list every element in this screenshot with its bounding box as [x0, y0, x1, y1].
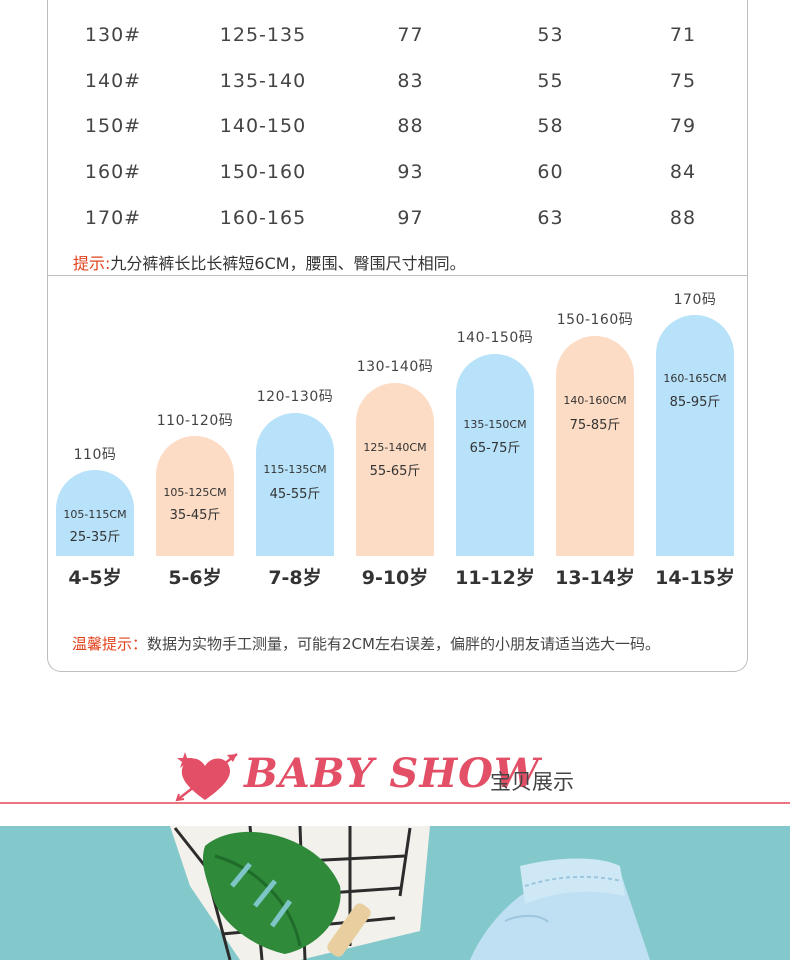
age-size-chart: 110码 105-115CM 25-35斤 4-5岁 110-120码 105-…	[47, 276, 748, 672]
table-cell-value: 97	[397, 207, 424, 229]
table-cell-value: 79	[669, 115, 697, 137]
table-cell-value: 88	[669, 207, 697, 229]
table-row: 170# 160-165 97 63 88	[48, 195, 747, 241]
height-range: 105-115CM	[63, 508, 127, 521]
size-pill: 125-140CM 55-65斤	[356, 383, 434, 556]
size-pill: 105-115CM 25-35斤	[56, 470, 134, 556]
size-pill: 135-150CM 65-75斤	[456, 354, 534, 556]
age-label: 13-14岁	[555, 567, 635, 589]
table-row: 150# 140-150 88 58 79	[48, 103, 747, 149]
table-cell-value: 88	[397, 115, 424, 137]
age-label: 7-8岁	[268, 567, 322, 589]
table-cell-value: 84	[669, 161, 697, 183]
table-cell-value: 77	[397, 24, 424, 46]
table-row: 160# 150-160 93 60 84	[48, 149, 747, 195]
height-range: 115-135CM	[263, 463, 327, 476]
table-cell-value: 60	[537, 161, 564, 183]
weight-range: 65-75斤	[469, 441, 521, 456]
product-photo-scene	[0, 826, 790, 960]
table-row: 130# 125-135 77 53 71	[48, 12, 747, 58]
warm-tip-text: 数据为实物手工测量，可能有2CM左右误差，偏胖的小朋友请适当选大一码。	[147, 635, 660, 653]
table-cell-height: 150-160	[219, 161, 307, 183]
table-cell-value: 53	[537, 24, 564, 46]
table-cell-size: 170#	[84, 207, 142, 229]
age-label: 5-6岁	[168, 567, 222, 589]
warm-tip-label: 温馨提示：	[72, 635, 148, 653]
table-cell-size: 130#	[84, 24, 142, 46]
baby-show-subtitle: 宝贝展示	[490, 770, 574, 794]
table-cell-value: 63	[537, 207, 564, 229]
weight-range: 85-95斤	[669, 395, 721, 410]
tip-label: 提示:	[73, 254, 111, 273]
size-label: 120-130码	[256, 389, 334, 405]
weight-range: 25-35斤	[69, 530, 121, 545]
table-cell-value: 58	[537, 115, 564, 137]
product-photo	[0, 826, 790, 960]
table-cell-size: 160#	[84, 161, 142, 183]
table-cell-value: 71	[669, 24, 697, 46]
weight-range: 75-85斤	[569, 418, 621, 433]
height-range: 160-165CM	[663, 372, 727, 385]
age-label: 9-10岁	[361, 567, 429, 589]
size-label: 130-140码	[356, 359, 434, 375]
size-label: 110码	[73, 447, 117, 463]
height-range: 140-160CM	[563, 394, 627, 407]
baby-show-header: BABY SHOW 宝贝展示	[0, 740, 790, 810]
table-cell-value: 93	[397, 161, 424, 183]
table-cell-height: 135-140	[219, 70, 307, 92]
size-label: 110-120码	[156, 413, 234, 429]
size-pill: 115-135CM 45-55斤	[256, 413, 334, 556]
table-row: 140# 135-140 83 55 75	[48, 58, 747, 104]
table-cell-size: 150#	[84, 115, 142, 137]
size-label: 150-160码	[556, 312, 634, 328]
tip-text: 九分裤裤长比长裤短6CM，腰围、臀围尺寸相同。	[110, 254, 466, 273]
height-range: 105-125CM	[163, 486, 227, 499]
weight-range: 55-65斤	[369, 464, 421, 479]
table-cell-height: 140-150	[219, 115, 307, 137]
warm-tip: 温馨提示：数据为实物手工测量，可能有2CM左右误差，偏胖的小朋友请适当选大一码。	[72, 633, 660, 654]
table-cell-value: 55	[537, 70, 564, 92]
size-pill: 140-160CM 75-85斤	[556, 336, 634, 556]
weight-range: 45-55斤	[269, 487, 321, 502]
heart-arrow-icon	[175, 752, 238, 802]
height-range: 135-150CM	[463, 418, 527, 431]
age-label: 11-12岁	[455, 567, 535, 589]
age-label: 14-15岁	[655, 567, 735, 589]
table-tip: 提示:九分裤裤长比长裤短6CM，腰围、臀围尺寸相同。	[73, 252, 466, 276]
size-pill: 105-125CM 35-45斤	[156, 436, 234, 556]
height-range: 125-140CM	[363, 441, 427, 454]
size-pill: 160-165CM 85-95斤	[656, 315, 734, 556]
table-cell-value: 83	[397, 70, 424, 92]
table-cell-height: 160-165	[219, 207, 307, 229]
size-label: 170码	[673, 292, 717, 308]
size-table: 130# 125-135 77 53 71 140# 135-140 83 55…	[47, 0, 748, 276]
size-label: 140-150码	[456, 330, 534, 346]
table-cell-size: 140#	[84, 70, 142, 92]
weight-range: 35-45斤	[169, 508, 221, 523]
age-label: 4-5岁	[68, 567, 122, 589]
header-divider	[0, 802, 790, 804]
table-cell-value: 75	[669, 70, 697, 92]
table-cell-height: 125-135	[219, 24, 307, 46]
baby-show-title: BABY SHOW	[244, 750, 540, 797]
